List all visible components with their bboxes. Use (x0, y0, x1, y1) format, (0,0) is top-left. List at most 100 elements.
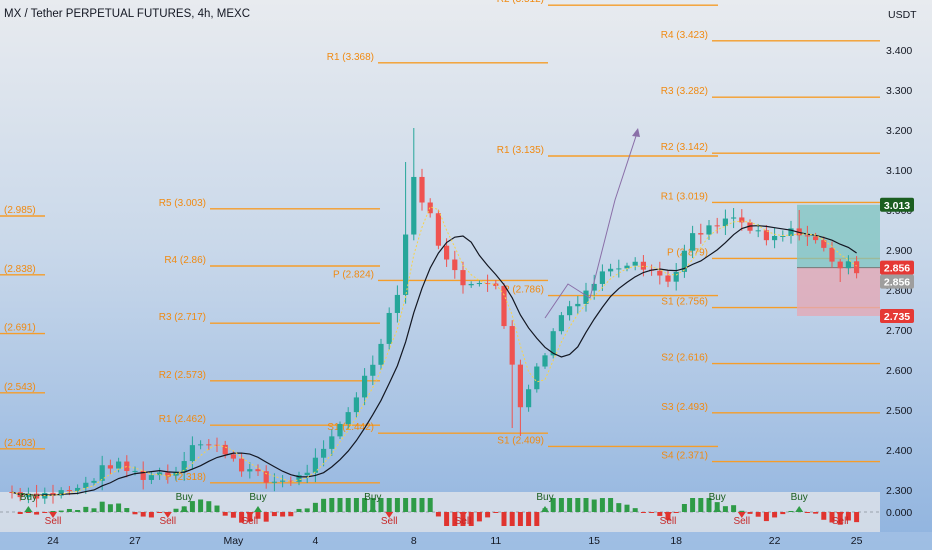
buy-signal-label: Buy (364, 492, 381, 503)
y-tick-label: 3.200 (886, 125, 912, 137)
sell-signal-marker (664, 512, 672, 518)
indicator-bar (107, 504, 113, 512)
pivot-label: (2.543) (4, 382, 36, 393)
indicator-bar (698, 498, 704, 512)
indicator-bar (189, 501, 195, 512)
y-tick-label: 2.500 (886, 405, 912, 417)
y-tick-label: 3.400 (886, 45, 912, 57)
indicator-bar (99, 501, 105, 512)
indicator-bar (452, 512, 458, 526)
x-tick-label: 15 (588, 535, 600, 547)
candle-body (526, 389, 532, 408)
pivot-label: (2.985) (4, 205, 36, 216)
buy-signal-marker (368, 506, 377, 512)
indicator-bar (829, 512, 835, 523)
indicator-bar (444, 512, 450, 526)
indicator-bar (731, 505, 737, 512)
pivot-label: S1 (2.409) (497, 435, 544, 446)
indicator-bar (124, 508, 130, 512)
indicator-bar (804, 512, 810, 513)
candle-body (288, 480, 294, 482)
candle-body (837, 261, 843, 269)
position-stop-zone (797, 267, 880, 316)
candle-body (214, 444, 220, 446)
candle-body (722, 218, 728, 227)
pivot-label: P (2.318) (165, 472, 206, 483)
candle-body (468, 283, 474, 286)
buy-signal-label: Buy (709, 492, 726, 503)
indicator-bar (83, 506, 89, 512)
candle-body (271, 481, 277, 483)
candle-body (542, 355, 548, 367)
candle-body (198, 444, 204, 446)
candle-body (714, 225, 720, 227)
candle-body (763, 230, 769, 241)
indicator-bar (616, 503, 622, 512)
candle-body (66, 490, 72, 492)
candle-body (780, 235, 786, 237)
indicator-bar (337, 498, 343, 512)
sell-signal-label: Sell (733, 516, 750, 527)
price-badge-label: 2.856 (884, 277, 910, 289)
candle-body (534, 366, 540, 390)
candle-body (608, 268, 614, 272)
indicator-bar (599, 498, 605, 512)
indicator-bar (772, 512, 778, 518)
projection-arrow-head (632, 128, 640, 137)
candle-body (304, 472, 310, 476)
candle-body (731, 217, 737, 219)
moving-average-slow (11, 225, 857, 496)
buy-signal-marker (24, 506, 33, 512)
indicator-bar (173, 508, 179, 512)
indicator-bar (673, 512, 679, 513)
candle-body (378, 343, 384, 365)
pivot-label: R1 (3.019) (661, 191, 708, 202)
candle-body (673, 271, 679, 282)
indicator-bar (288, 512, 294, 517)
indicator-bar (788, 511, 794, 512)
candle-body (83, 482, 89, 488)
indicator-bar (747, 512, 753, 514)
pivot-label: R4 (2.86) (164, 255, 206, 266)
candle-body (99, 465, 105, 481)
candle-body (706, 225, 712, 235)
buy-signal-marker (541, 506, 549, 512)
x-tick-label: 4 (312, 535, 318, 547)
candle-body (698, 233, 704, 235)
pivot-label: R3 (3.282) (661, 86, 708, 97)
indicator-bar (157, 512, 163, 513)
candle-body (132, 470, 138, 472)
sell-signal-marker (163, 512, 172, 518)
sell-signal-label: Sell (660, 516, 677, 527)
indicator-bar (649, 512, 655, 513)
buy-signal-label: Buy (20, 492, 37, 503)
indicator-bar (837, 512, 843, 525)
candle-body (690, 233, 696, 251)
indicator-bar (517, 512, 523, 526)
candle-body (296, 475, 302, 482)
candle-body (845, 261, 851, 269)
buy-signal-marker (180, 506, 189, 512)
candle-body (181, 461, 187, 472)
sell-signal-label: Sell (241, 516, 258, 527)
indicator-bar (34, 512, 40, 515)
indicator-bar (148, 512, 154, 518)
x-tick-label: 24 (47, 535, 59, 547)
buy-signal-marker (795, 506, 804, 512)
indicator-bar (624, 504, 630, 512)
candle-body (107, 465, 113, 469)
pivot-label: (2.403) (4, 438, 36, 449)
indicator-bar (657, 512, 663, 516)
candle-body (829, 247, 835, 262)
price-badge (880, 260, 914, 275)
indicator-bar (534, 512, 540, 526)
indicator-bar (25, 512, 31, 513)
indicator-bar (271, 512, 277, 517)
pivot-label: (2.691) (4, 323, 36, 334)
indicator-bar (493, 512, 499, 513)
chart-title: MX / Tether PERPETUAL FUTURES, 4h, MEXC (4, 8, 251, 20)
indicator-bar (435, 512, 441, 517)
candle-body (583, 290, 589, 304)
y-tick-label: 2.900 (886, 245, 912, 257)
